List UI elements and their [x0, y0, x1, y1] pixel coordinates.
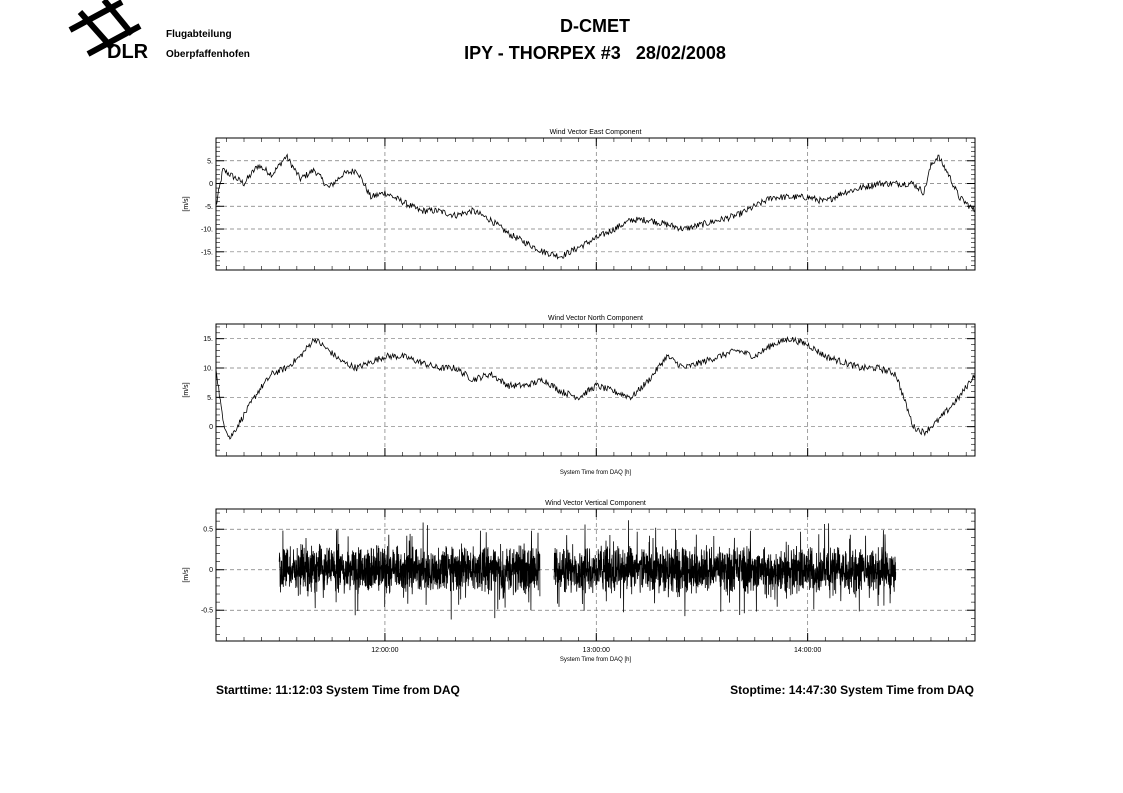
x-tick-label: 14:00:00 — [794, 647, 821, 654]
department-line-1: Flugabteilung — [166, 29, 232, 40]
data-series-line — [215, 153, 976, 260]
stop-time: Stoptime: 14:47:30 System Time from DAQ — [730, 683, 974, 697]
plot-frame — [215, 508, 976, 642]
x-axis-label: System Time from DAQ [h] — [560, 657, 632, 663]
y-tick-label: 10. — [203, 366, 213, 373]
chart-title: Wind Vector Vertical Component — [545, 500, 646, 507]
y-tick-label: 5. — [207, 158, 213, 165]
department-line-2: Oberpfaffenhofen — [166, 49, 250, 60]
plot-frame — [215, 323, 976, 457]
page-title: D-CMET — [560, 16, 630, 36]
y-tick-label: 0 — [209, 567, 213, 574]
y-tick-label: 0 — [209, 181, 213, 188]
page-subtitle: IPY - THORPEX #3 28/02/2008 — [464, 43, 726, 63]
y-tick-label: -15. — [201, 249, 213, 256]
data-series-line — [215, 336, 976, 440]
dlr-logo — [68, 0, 142, 57]
y-tick-label: -10. — [201, 227, 213, 234]
y-tick-label: 0 — [209, 424, 213, 431]
start-time: Starttime: 11:12:03 System Time from DAQ — [216, 683, 460, 697]
x-tick-label: 13:00:00 — [583, 647, 610, 654]
y-tick-label: 0.5 — [203, 527, 213, 534]
x-tick-label: 12:00:00 — [371, 647, 398, 654]
plot-frame — [215, 137, 976, 271]
y-axis-label: [m/s] — [183, 567, 190, 582]
y-axis-label: [m/s] — [183, 196, 190, 211]
y-tick-label: 15. — [203, 336, 213, 343]
data-series-line — [278, 520, 897, 620]
logo-name: DLR — [107, 41, 149, 63]
y-tick-label: -5. — [205, 204, 213, 211]
x-axis-label: System Time from DAQ [h] — [560, 470, 632, 476]
y-tick-label: -0.5 — [201, 608, 213, 615]
y-tick-label: 5. — [207, 395, 213, 402]
chart-title: Wind Vector North Component — [548, 315, 643, 322]
y-axis-label: [m/s] — [183, 382, 190, 397]
chart-title: Wind Vector East Component — [550, 129, 642, 136]
